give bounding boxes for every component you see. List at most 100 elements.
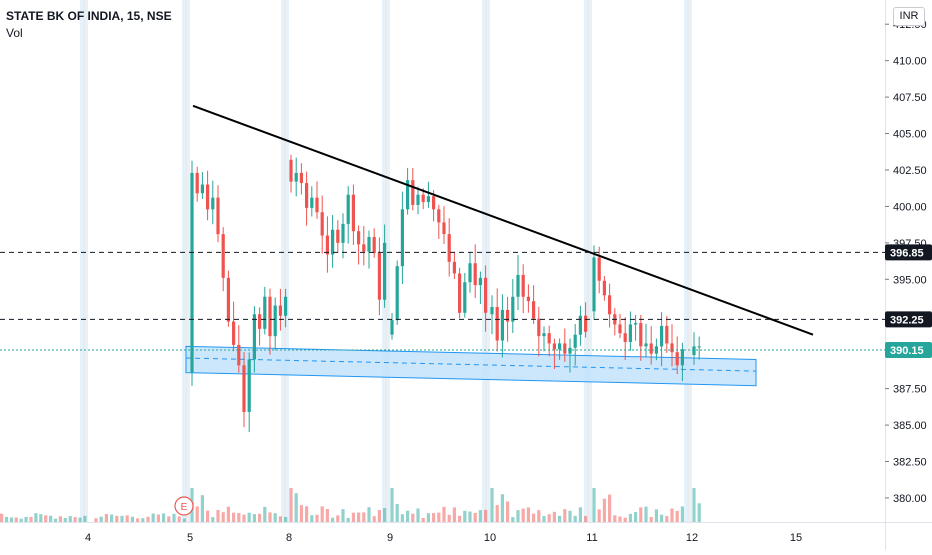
candle-body[interactable] (537, 318, 541, 337)
candle-body[interactable] (542, 333, 546, 337)
candle-body[interactable] (367, 237, 371, 252)
candle-body[interactable] (495, 306, 499, 341)
candle-body[interactable] (273, 305, 277, 337)
candle-body[interactable] (289, 159, 293, 182)
candle-body[interactable] (284, 296, 288, 316)
candle-body[interactable] (372, 237, 376, 254)
candle-body[interactable] (468, 263, 472, 283)
candle-body[interactable] (278, 305, 282, 316)
candle-body[interactable] (490, 306, 494, 315)
candle-body[interactable] (478, 277, 482, 286)
candle-body[interactable] (390, 320, 394, 335)
candle-body[interactable] (310, 197, 314, 208)
candle-body[interactable] (294, 172, 298, 182)
earnings-marker[interactable]: E (174, 496, 194, 516)
candle-body[interactable] (242, 365, 246, 412)
candle-body[interactable] (447, 234, 451, 262)
candle-body[interactable] (325, 235, 329, 255)
candle-body[interactable] (258, 314, 262, 329)
candle-body[interactable] (442, 222, 446, 235)
candle-body[interactable] (592, 257, 596, 312)
candle-body[interactable] (500, 309, 504, 341)
candle-body[interactable] (547, 333, 551, 344)
resistance-trendline[interactable] (192, 104, 814, 336)
candle-body[interactable] (351, 194, 355, 232)
candle-body[interactable] (532, 301, 536, 319)
candle-body[interactable] (563, 343, 567, 354)
candle-body[interactable] (395, 266, 399, 321)
candle-body[interactable] (237, 344, 241, 366)
candle-body[interactable] (602, 280, 606, 296)
candle-body[interactable] (473, 263, 477, 286)
candle-body[interactable] (216, 197, 220, 235)
candle-body[interactable] (336, 229, 340, 243)
candle-body[interactable] (400, 209, 404, 267)
candle-body[interactable] (521, 274, 525, 297)
candle-body[interactable] (377, 253, 381, 300)
candle-body[interactable] (406, 180, 410, 210)
candle-body[interactable] (680, 349, 684, 366)
candle-body[interactable] (697, 346, 701, 348)
candle-body[interactable] (618, 324, 622, 334)
candle-body[interactable] (670, 343, 674, 353)
candle-body[interactable] (644, 343, 648, 347)
candle-body[interactable] (649, 343, 653, 354)
candle-body[interactable] (357, 231, 361, 245)
candle-body[interactable] (299, 172, 303, 184)
candle-body[interactable] (195, 172, 199, 194)
candle-body[interactable] (506, 309, 510, 322)
candle-body[interactable] (584, 315, 588, 332)
candle-body[interactable] (426, 196, 430, 203)
candle-body[interactable] (315, 197, 319, 213)
candle-body[interactable] (346, 194, 350, 224)
candle-body[interactable] (573, 334, 577, 348)
candle-body[interactable] (190, 172, 194, 373)
symbol-title[interactable]: STATE BK OF INDIA, 15, NSE (6, 9, 172, 23)
candle-body[interactable] (362, 244, 366, 252)
candle-body[interactable] (263, 296, 267, 329)
candle-body[interactable] (511, 296, 515, 322)
candle-body[interactable] (383, 242, 387, 300)
candle-body[interactable] (639, 323, 643, 347)
support-channel[interactable] (185, 345, 757, 387)
candle-body[interactable] (206, 184, 210, 210)
candle-body[interactable] (211, 197, 215, 210)
candle-body[interactable] (463, 282, 467, 313)
candle-body[interactable] (331, 229, 335, 255)
candle-body[interactable] (305, 183, 309, 208)
candle-body[interactable] (623, 333, 627, 342)
candle-body[interactable] (252, 314, 256, 360)
candle-body[interactable] (578, 315, 582, 335)
candle-body[interactable] (247, 359, 251, 412)
candle-body[interactable] (692, 346, 696, 356)
currency-button[interactable]: INR (893, 7, 925, 26)
candle-body[interactable] (411, 180, 415, 205)
candle-body[interactable] (665, 325, 669, 344)
candle-body[interactable] (597, 257, 601, 281)
candle-body[interactable] (232, 321, 236, 345)
volume-legend[interactable]: Vol (6, 26, 23, 40)
candle-body[interactable] (516, 274, 520, 297)
candle-body[interactable] (608, 295, 612, 315)
candle-body[interactable] (320, 212, 324, 236)
candle-body[interactable] (568, 347, 572, 354)
candle-body[interactable] (226, 277, 230, 322)
candle-body[interactable] (437, 209, 441, 223)
candle-body[interactable] (341, 223, 345, 243)
candle-body[interactable] (660, 325, 664, 347)
candle-body[interactable] (200, 184, 204, 194)
candle-body[interactable] (675, 352, 679, 366)
candle-body[interactable] (552, 343, 556, 350)
candle-body[interactable] (634, 323, 638, 325)
candle-body[interactable] (421, 194, 425, 203)
candle-body[interactable] (221, 234, 225, 278)
candle-body[interactable] (268, 296, 272, 337)
candle-body[interactable] (628, 324, 632, 342)
candle-body[interactable] (432, 196, 436, 210)
candle-body[interactable] (526, 296, 530, 302)
candle-body[interactable] (558, 343, 562, 350)
candle-body[interactable] (452, 261, 456, 274)
candle-body[interactable] (458, 273, 462, 313)
